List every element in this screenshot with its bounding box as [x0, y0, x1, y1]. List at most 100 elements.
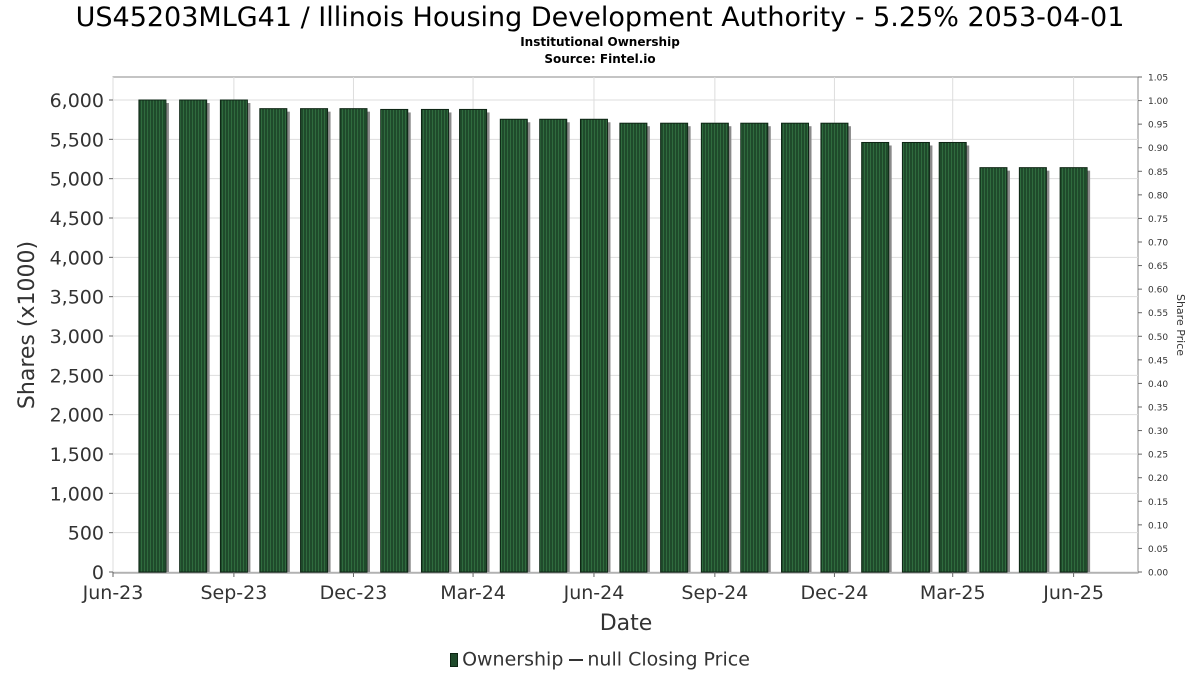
bar-body [740, 122, 769, 573]
y2-tick-label: 0.80 [1148, 191, 1168, 201]
y-tick-label: 3,000 [50, 326, 104, 348]
bar [420, 108, 452, 573]
bar-body [420, 108, 449, 573]
bar [539, 118, 570, 573]
bar [660, 122, 691, 573]
ownership-legend-swatch [450, 652, 459, 667]
y-axis-label: Shares (x1000) [15, 241, 40, 409]
y2-tick-label: 0.75 [1148, 215, 1168, 225]
bar-body [339, 108, 368, 573]
bar-body [380, 108, 409, 573]
x-axis-label: Date [600, 611, 653, 636]
bar-body [499, 118, 528, 573]
y2-tick-label: 0.90 [1148, 144, 1168, 154]
y-tick-label: 4,500 [50, 208, 104, 230]
x-tick-label: Sep-24 [681, 582, 748, 604]
x-tick-label: Jun-25 [1042, 582, 1104, 604]
bar-body [781, 122, 810, 573]
bar-body [979, 167, 1008, 573]
y-tick-label: 5,500 [50, 129, 104, 151]
y-tick-label: 5,000 [50, 169, 104, 191]
bars [138, 99, 1091, 573]
chart-title: US45203MLG41 / Illinois Housing Developm… [75, 2, 1125, 33]
x-tick-label: Mar-24 [440, 582, 506, 604]
y2-tick-label: 0.65 [1148, 262, 1168, 272]
bar-body [579, 118, 608, 573]
y2-tick-label: 0.70 [1148, 239, 1168, 249]
price-legend-swatch [569, 658, 584, 661]
bar [579, 118, 611, 573]
x-tick-label: Jun-24 [563, 582, 625, 604]
price-legend-label: null Closing Price [587, 648, 750, 671]
x-tick-label: Dec-23 [320, 582, 388, 604]
y2-tick-label: 1.00 [1148, 97, 1168, 107]
bar [901, 141, 933, 573]
y-tick-label: 4,000 [50, 247, 104, 269]
bar-body [1018, 167, 1047, 573]
bar [380, 108, 411, 573]
bar [1018, 167, 1050, 573]
bar-body [700, 122, 729, 573]
bar [700, 122, 732, 573]
y2-tick-label: 0.30 [1148, 427, 1168, 437]
bar [179, 99, 210, 573]
bar [459, 108, 490, 573]
y-tick-label: 1,500 [50, 444, 104, 466]
y2-tick-label: 0.35 [1148, 404, 1168, 414]
y2-tick-label: 0.45 [1148, 356, 1168, 366]
bar-body [660, 122, 689, 573]
y2-tick-label: 1.05 [1148, 74, 1168, 84]
bar [1059, 167, 1091, 573]
bar-body [179, 99, 208, 573]
y-axis: 0 500 1,000 1,500 2,000 2,500 3,000 3,500 4,000 4… [50, 90, 113, 584]
x-axis: Jun-23 Sep-23 Dec-23 Mar-24 Jun-24 Sep-24 Dec-… [82, 572, 1104, 604]
y-tick-label: 2,500 [50, 365, 104, 387]
bar-body [1059, 167, 1088, 573]
legend: Ownership null Closing Price [0, 648, 1200, 671]
chart-source: Source: Fintel.io [544, 52, 656, 66]
y2-tick-label: 0.85 [1148, 168, 1168, 178]
bar-body [901, 141, 930, 573]
bar [938, 141, 970, 573]
y-tick-label: 6,000 [50, 90, 104, 112]
y2-axis-label: Share Price [1174, 294, 1187, 356]
bar-body [300, 108, 329, 573]
bar [259, 108, 290, 573]
y2-tick-label: 0.55 [1148, 309, 1168, 319]
bar [979, 167, 1010, 573]
y-tick-label: 0 [92, 562, 104, 584]
bar [300, 108, 331, 573]
y2-axis: 0.00 0.05 0.10 0.15 0.20 0.25 0.30 0.35 0.40 0.45… [1138, 74, 1168, 579]
y-tick-label: 1,000 [50, 483, 104, 505]
bar [781, 122, 812, 573]
bar [138, 99, 169, 573]
bar [861, 141, 892, 573]
bar-body [861, 141, 890, 573]
x-tick-label: Sep-23 [200, 582, 267, 604]
bar-body [459, 108, 488, 573]
x-tick-label: Jun-23 [82, 582, 144, 604]
bar-body [938, 141, 967, 573]
y2-tick-label: 0.20 [1148, 474, 1168, 484]
y-tick-label: 2,000 [50, 405, 104, 427]
y-tick-label: 500 [68, 523, 104, 545]
y2-tick-label: 0.00 [1148, 569, 1168, 579]
y2-tick-label: 0.10 [1148, 521, 1168, 531]
bar [499, 118, 531, 573]
y2-tick-label: 0.60 [1148, 286, 1168, 296]
chart-subtitle: Institutional Ownership [520, 35, 680, 49]
y2-tick-label: 0.25 [1148, 451, 1168, 461]
y2-tick-label: 0.40 [1148, 380, 1168, 390]
bar-body [219, 99, 248, 573]
x-tick-label: Dec-24 [801, 582, 869, 604]
y-tick-label: 3,500 [50, 287, 104, 309]
bar [339, 108, 370, 573]
bar [619, 122, 650, 573]
bar-body [619, 122, 648, 573]
y2-tick-label: 0.15 [1148, 498, 1168, 508]
bar-body [259, 108, 288, 573]
y2-tick-label: 0.50 [1148, 333, 1168, 343]
bar [219, 99, 251, 573]
y2-tick-label: 0.95 [1148, 121, 1168, 131]
bar [820, 122, 851, 573]
